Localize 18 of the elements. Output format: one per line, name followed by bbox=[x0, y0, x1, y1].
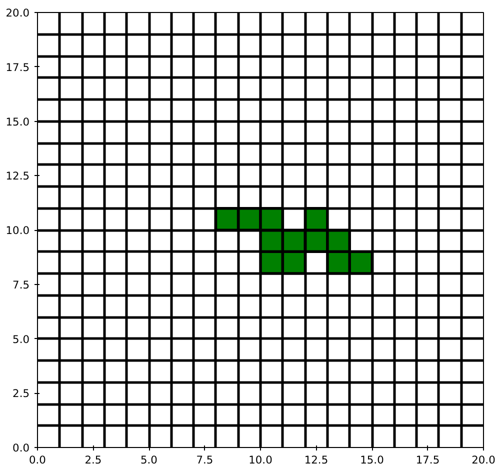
y-tick-label: 17.5 bbox=[6, 60, 30, 74]
y-tick-label: 7.5 bbox=[12, 278, 30, 292]
x-tick-label: 7.5 bbox=[196, 454, 214, 466]
y-tick-label: 2.5 bbox=[12, 387, 30, 400]
x-tick-label: 2.5 bbox=[84, 454, 102, 466]
x-tick-label: 0.0 bbox=[29, 454, 46, 466]
y-tick-label: 0.0 bbox=[12, 442, 30, 454]
y-tick-label: 20.0 bbox=[6, 6, 30, 20]
y-tick-label: 15.0 bbox=[6, 115, 30, 128]
x-tick-label: 5.0 bbox=[140, 454, 158, 466]
y-tick-label: 12.5 bbox=[6, 170, 30, 183]
x-tick-label: 12.5 bbox=[304, 454, 328, 466]
y-tick-label: 5.0 bbox=[12, 332, 30, 346]
x-tick-label: 15.0 bbox=[360, 454, 384, 466]
x-tick-label: 10.0 bbox=[248, 454, 273, 466]
x-tick-label: 20.0 bbox=[472, 454, 496, 466]
y-tick-label: 10.0 bbox=[6, 224, 30, 237]
x-tick-label: 17.5 bbox=[416, 454, 440, 466]
